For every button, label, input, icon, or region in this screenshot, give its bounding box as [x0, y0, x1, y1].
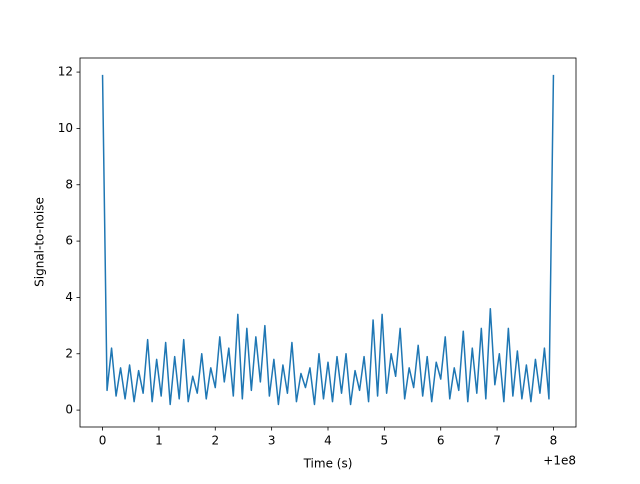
y-tick-label: 10: [58, 121, 73, 135]
y-tick-label: 0: [65, 403, 73, 417]
x-tick-label: 8: [550, 434, 558, 448]
y-tick-label: 2: [65, 346, 73, 360]
y-axis-label: Signal-to-noise: [33, 197, 47, 287]
x-tick-label: 5: [381, 434, 389, 448]
x-tick-label: 4: [324, 434, 332, 448]
x-tick-label: 0: [99, 434, 107, 448]
x-tick-label: 3: [268, 434, 276, 448]
x-axis-label: Time (s): [303, 457, 353, 471]
data-line: [101, 74, 555, 406]
x-offset-label: +1e8: [543, 454, 576, 468]
y-tick-label: 6: [65, 234, 73, 248]
x-tick-label: 2: [211, 434, 219, 448]
x-tick-label: 7: [493, 434, 501, 448]
y-tick-label: 12: [58, 65, 73, 79]
y-tick-label: 4: [65, 290, 73, 304]
y-tick-label: 8: [65, 177, 73, 191]
x-tick-label: 6: [437, 434, 445, 448]
x-tick-label: 1: [155, 434, 163, 448]
